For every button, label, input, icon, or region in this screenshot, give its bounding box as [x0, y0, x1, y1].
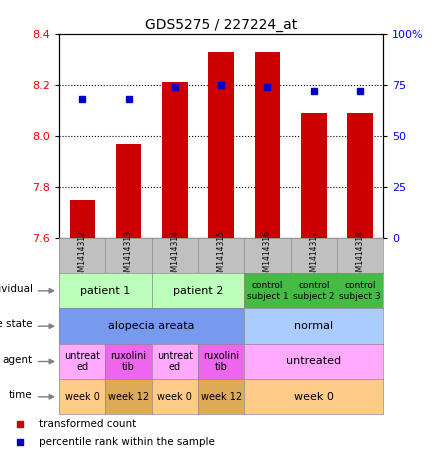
Bar	[347, 113, 373, 238]
Text: patient 1: patient 1	[80, 286, 131, 296]
Text: percentile rank within the sample: percentile rank within the sample	[39, 437, 215, 447]
Text: ruxolini
tib: ruxolini tib	[110, 351, 147, 372]
Text: control
subject 1: control subject 1	[247, 281, 288, 300]
Text: ruxolini
tib: ruxolini tib	[203, 351, 239, 372]
Bar	[255, 52, 280, 238]
Text: normal: normal	[294, 321, 333, 331]
Text: untreat
ed: untreat ed	[157, 351, 193, 372]
Text: alopecia areata: alopecia areata	[109, 321, 195, 331]
Text: disease state: disease state	[0, 319, 32, 329]
Text: GSM1414314: GSM1414314	[170, 230, 180, 281]
Bar	[301, 113, 326, 238]
Text: time: time	[9, 390, 32, 400]
Text: GSM1414317: GSM1414317	[309, 230, 318, 281]
Title: GDS5275 / 227224_at: GDS5275 / 227224_at	[145, 18, 297, 32]
Text: agent: agent	[2, 355, 32, 365]
Text: untreat
ed: untreat ed	[64, 351, 100, 372]
Text: week 0: week 0	[157, 392, 192, 402]
Text: untreated: untreated	[286, 357, 341, 366]
Text: GSM1414313: GSM1414313	[124, 230, 133, 281]
Text: patient 2: patient 2	[173, 286, 223, 296]
Bar	[70, 200, 95, 238]
Bar	[208, 52, 234, 238]
Text: GSM1414315: GSM1414315	[217, 230, 226, 281]
Text: week 12: week 12	[201, 392, 242, 402]
Text: week 12: week 12	[108, 392, 149, 402]
Text: week 0: week 0	[294, 392, 334, 402]
Text: individual: individual	[0, 284, 32, 294]
Bar	[116, 144, 141, 238]
Bar	[162, 82, 187, 238]
Text: GSM1414318: GSM1414318	[356, 230, 364, 281]
Text: control
subject 3: control subject 3	[339, 281, 381, 300]
Text: control
subject 2: control subject 2	[293, 281, 335, 300]
Text: GSM1414316: GSM1414316	[263, 230, 272, 281]
Text: GSM1414312: GSM1414312	[78, 230, 87, 281]
Text: week 0: week 0	[65, 392, 100, 402]
Text: transformed count: transformed count	[39, 419, 137, 429]
